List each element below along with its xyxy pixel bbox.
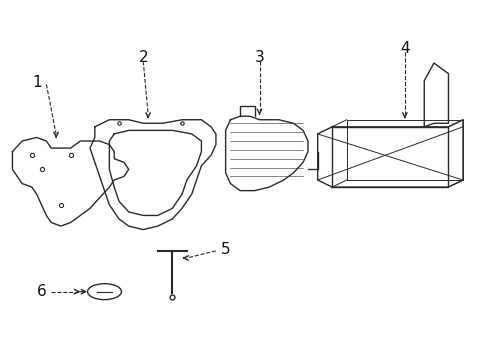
Text: 1: 1 [32, 75, 42, 90]
Text: 4: 4 [400, 41, 410, 57]
Text: 2: 2 [139, 50, 148, 65]
Text: 5: 5 [221, 242, 230, 257]
Text: 3: 3 [255, 50, 265, 65]
Text: 6: 6 [37, 284, 47, 299]
